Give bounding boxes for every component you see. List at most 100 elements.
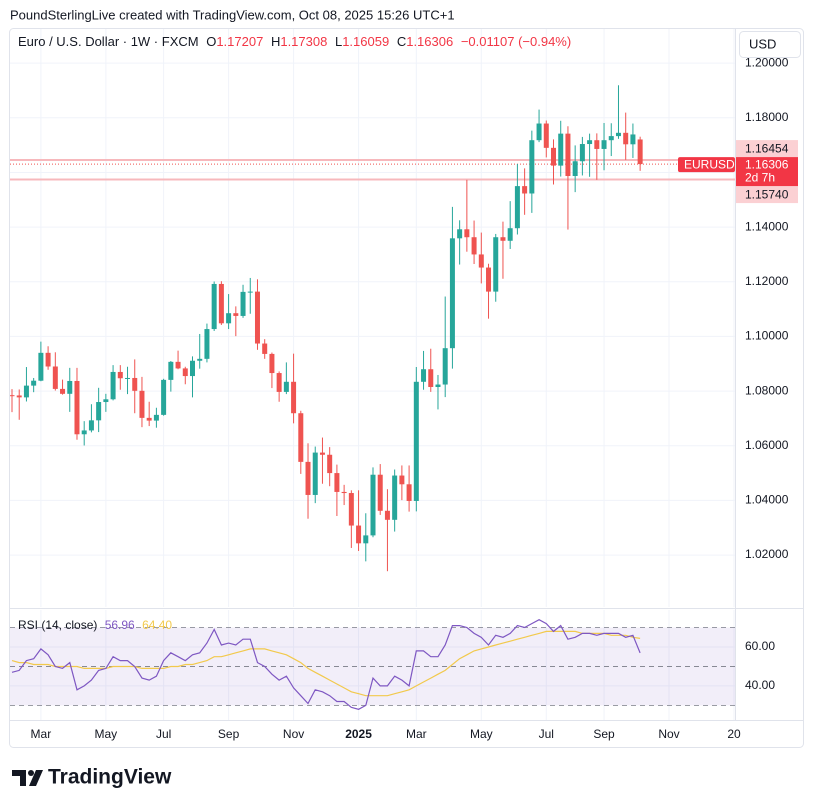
candle-body (60, 388, 66, 394)
candle-body (305, 461, 311, 495)
candle-body (139, 390, 145, 418)
candle-body (587, 140, 593, 145)
candle-body (377, 474, 383, 511)
levels (10, 159, 735, 181)
candle-body (384, 510, 390, 520)
symbol-tag (678, 157, 735, 173)
candle-body (16, 395, 22, 398)
candle-body (435, 384, 441, 387)
frame (9, 28, 804, 748)
grid (10, 29, 735, 720)
candle-body (197, 358, 203, 361)
attribution: PoundSterlingLive created with TradingVi… (10, 7, 455, 22)
candle-body (254, 291, 260, 344)
x-tick-label: Sep (593, 727, 615, 741)
price-tag (736, 157, 798, 187)
candle-body (283, 381, 289, 392)
candle-body (153, 414, 159, 421)
candle-body (240, 291, 246, 316)
candle-body (204, 329, 210, 359)
candle-body (630, 134, 636, 145)
candle-body (31, 380, 37, 386)
candle-body (67, 380, 73, 394)
candle-body (615, 132, 621, 137)
candle-body (96, 402, 102, 421)
y-tick-label: 1.14000 (745, 219, 789, 233)
candle-body (125, 377, 131, 379)
price-label: 1.16306 (745, 157, 789, 171)
candle-body (486, 267, 492, 292)
legend: Euro / U.S. Dollar · 1W · FXCM O1.17207 … (18, 34, 571, 49)
candle-body (529, 140, 535, 194)
candle-body (399, 475, 405, 485)
rsi-legend: RSI (14, close) 56.96 64.40 (18, 618, 172, 632)
ohlc-label: C (397, 34, 406, 49)
candle-body (132, 377, 138, 391)
candle-body (312, 452, 318, 495)
symbol-label: EURUSD (684, 157, 735, 171)
candle-body (298, 413, 304, 462)
candle-body (608, 136, 614, 141)
candle-body (594, 140, 600, 149)
currency[interactable]: USD (749, 36, 776, 51)
candle-body (341, 491, 347, 494)
level-tag (736, 140, 798, 158)
candle-body (247, 291, 253, 293)
level-label: 1.15740 (745, 187, 789, 201)
candle-body (190, 360, 195, 377)
candle-body (319, 452, 325, 455)
candle-body (45, 352, 51, 367)
rsi-pane (10, 619, 735, 710)
candle-body (269, 353, 275, 374)
candle-body (218, 283, 224, 324)
candle-body (514, 186, 520, 229)
countdown: 2d 7h (745, 170, 775, 184)
rsi-ma-line (11, 630, 641, 697)
candle-body (623, 132, 629, 145)
candle-body (507, 228, 513, 241)
x-tick-label: 20 (727, 727, 741, 741)
candle-body (449, 238, 455, 349)
level-label: 1.16454 (745, 141, 789, 155)
rsi-value: 56.96 (105, 618, 135, 632)
candle-body (334, 473, 340, 492)
candle-body (262, 343, 268, 354)
candle-body (413, 381, 419, 501)
rsi-tick-label: 60.00 (745, 639, 775, 653)
candle-body (233, 313, 239, 316)
candle-body (464, 229, 470, 238)
candles (10, 85, 643, 572)
x-tick-label: Mar (31, 727, 52, 741)
x-tick-label: Nov (283, 727, 304, 741)
candle-body (23, 385, 29, 398)
symbol-title: Euro / U.S. Dollar · 1W · FXCM (18, 34, 199, 49)
candle-body (117, 371, 123, 379)
x-tick-label: Sep (218, 727, 240, 741)
candle-body (363, 535, 369, 544)
candle-body (52, 366, 58, 389)
candle-body (161, 379, 167, 415)
y-tick-label: 1.18000 (745, 110, 789, 124)
candle-body (38, 352, 44, 381)
logo-icon (29, 770, 43, 786)
candle-body (428, 369, 434, 387)
candle-body (291, 381, 297, 414)
candle-body (551, 147, 556, 166)
candle-body (327, 454, 333, 474)
candle-body (565, 133, 571, 176)
candle-body (276, 373, 282, 392)
ohlc-label: H (271, 34, 280, 49)
brand-logo: TradingView (12, 766, 172, 789)
candle-body (392, 475, 398, 520)
candle-body (182, 368, 188, 377)
candle-body (10, 395, 15, 397)
candle-body (88, 420, 94, 431)
currency-button[interactable] (739, 31, 801, 58)
ohlc-label: L (335, 34, 342, 49)
candle-body (558, 133, 564, 166)
candle-body (175, 361, 181, 369)
brand: TradingView (48, 766, 172, 789)
candle-body (601, 140, 607, 149)
